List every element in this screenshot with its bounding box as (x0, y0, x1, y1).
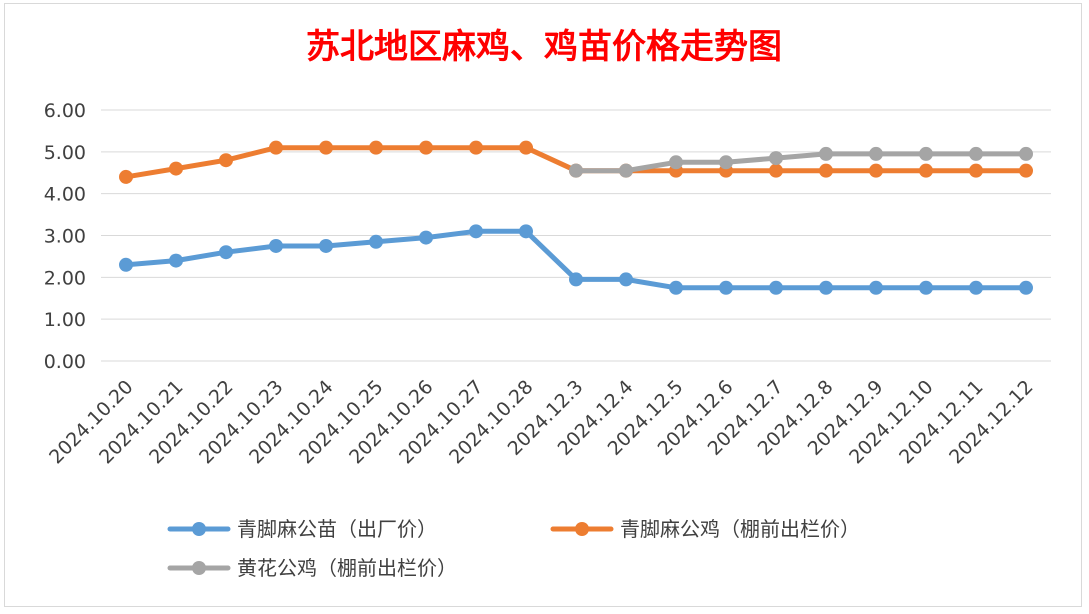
data-point (869, 163, 883, 178)
y-tick-label: 2.00 (44, 267, 86, 289)
legend-marker (192, 561, 206, 575)
data-point (169, 253, 183, 268)
data-point (369, 140, 383, 155)
data-point (669, 155, 683, 170)
gridlines (101, 109, 1051, 362)
data-point (969, 146, 983, 161)
y-axis-ticks: 0.00 1.00 2.00 3.00 4.00 5.00 6.00 (44, 100, 86, 373)
data-point (619, 163, 633, 178)
legend-item: 黄花公鸡（棚前出栏价） (167, 556, 457, 580)
legend-marker (575, 522, 589, 536)
series-line (573, 151, 1029, 174)
legend-marker (192, 522, 206, 536)
data-point (469, 140, 483, 155)
data-point (819, 146, 833, 161)
data-point (569, 163, 583, 178)
data-point (1019, 280, 1033, 295)
data-point (319, 238, 333, 253)
data-point (169, 161, 183, 176)
data-point (119, 169, 133, 184)
data-point (669, 280, 683, 295)
data-point (769, 151, 783, 166)
data-point (869, 146, 883, 161)
data-point (269, 140, 283, 155)
data-point (269, 238, 283, 253)
y-tick-label: 5.00 (44, 142, 86, 164)
legend-label: 青脚麻公苗（出厂价） (237, 517, 437, 541)
y-tick-label: 4.00 (44, 184, 86, 206)
data-point (969, 163, 983, 178)
data-point (419, 140, 433, 155)
data-point (369, 234, 383, 249)
y-tick-label: 1.00 (44, 309, 86, 331)
legend-label: 青脚麻公鸡（棚前出栏价） (620, 517, 860, 541)
data-point (519, 140, 533, 155)
data-point (419, 230, 433, 245)
data-point (969, 280, 983, 295)
data-point (919, 163, 933, 178)
data-point (1019, 146, 1033, 161)
data-point (1019, 163, 1033, 178)
data-point (719, 280, 733, 295)
data-point (819, 280, 833, 295)
chart-title: 苏北地区麻鸡、鸡苗价格走势图 (306, 27, 782, 67)
series-2 (569, 146, 1033, 178)
y-tick-label: 6.00 (44, 100, 86, 122)
data-point (219, 245, 233, 260)
legend-label: 黄花公鸡（棚前出栏价） (237, 556, 457, 580)
legend-item: 青脚麻公鸡（棚前出栏价） (550, 517, 860, 541)
data-point (819, 163, 833, 178)
data-point (919, 146, 933, 161)
data-point (919, 280, 933, 295)
data-point (769, 163, 783, 178)
series-lines (119, 140, 1033, 295)
data-point (469, 224, 483, 239)
data-point (719, 155, 733, 170)
data-point (619, 272, 633, 287)
data-point (569, 272, 583, 287)
legend-item: 青脚麻公苗（出厂价） (167, 517, 437, 541)
y-tick-label: 3.00 (44, 226, 86, 248)
data-point (769, 280, 783, 295)
data-point (119, 257, 133, 272)
chart-frame (4, 3, 1082, 607)
x-axis-ticks: 2024.10.202024.10.212024.10.222024.10.23… (45, 376, 1037, 468)
data-point (869, 280, 883, 295)
data-point (319, 140, 333, 155)
series-0 (119, 224, 1033, 295)
data-point (519, 224, 533, 239)
data-point (219, 153, 233, 168)
y-tick-label: 0.00 (44, 351, 86, 373)
legend: 青脚麻公苗（出厂价） 青脚麻公鸡（棚前出栏价） 黄花公鸡（棚前出栏价） (167, 517, 860, 580)
